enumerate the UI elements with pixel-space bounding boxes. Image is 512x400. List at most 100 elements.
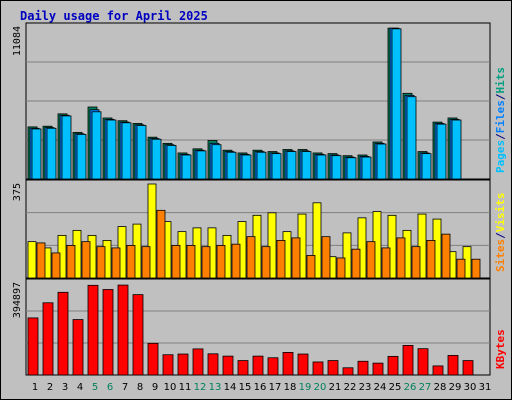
bar-pages-day-24 (376, 143, 387, 180)
bar-sites-day-2 (51, 252, 61, 279)
bar-sites-day-13 (216, 245, 226, 279)
bar-pages-day-29 (451, 119, 462, 180)
bar-kbytes-day-17 (267, 357, 279, 376)
x-tick-label-25: 25 (389, 382, 402, 393)
bar-kbytes-day-26 (402, 345, 414, 376)
x-tick-label-11: 11 (179, 382, 192, 393)
bar-kbytes-day-28 (432, 365, 444, 376)
legend-entry: / (494, 232, 507, 239)
bar-sites-day-25 (396, 237, 406, 279)
legend-entry: Sites (494, 239, 507, 272)
x-tick-label-31: 31 (479, 382, 492, 393)
bar-sites-day-8 (141, 246, 151, 279)
bar-sites-day-30 (471, 258, 481, 279)
x-tick-label-3: 3 (62, 382, 68, 393)
bar-pages-day-17 (271, 153, 282, 180)
x-tick-label-20: 20 (314, 382, 327, 393)
bar-visits-day-9 (147, 183, 157, 279)
bar-sites-day-17 (276, 239, 286, 279)
x-tick-label-21: 21 (329, 382, 342, 393)
bar-visits-day-1 (27, 241, 37, 279)
bar-pages-day-25 (391, 28, 402, 180)
x-tick-label-7: 7 (122, 382, 128, 393)
bar-pages-day-1 (31, 128, 42, 180)
bar-sites-day-16 (261, 246, 271, 279)
bar-kbytes-day-5 (87, 284, 99, 376)
bar-sites-day-10 (171, 245, 181, 279)
bar-sites-day-3 (66, 245, 76, 279)
bar-sites-day-7 (126, 245, 136, 279)
x-tick-label-4: 4 (77, 382, 83, 393)
x-tick-label-27: 27 (419, 382, 432, 393)
bar-visits-day-27 (417, 213, 427, 279)
bar-sites-day-1 (36, 242, 46, 279)
bar-kbytes-day-13 (207, 353, 219, 376)
x-tick-label-17: 17 (269, 382, 282, 393)
x-tick-label-14: 14 (224, 382, 237, 393)
bar-sites-day-5 (96, 246, 106, 279)
bar-kbytes-day-29 (447, 355, 459, 376)
x-tick-label-8: 8 (137, 382, 143, 393)
bar-visits-day-17 (267, 212, 277, 279)
bar-sites-day-6 (111, 247, 121, 279)
bar-kbytes-day-11 (177, 353, 189, 376)
y-max-label: 394897 (12, 282, 23, 318)
bar-sites-day-18 (291, 237, 301, 279)
bar-sites-day-26 (411, 246, 421, 279)
x-tick-label-1: 1 (32, 382, 38, 393)
bar-pages-day-9 (151, 138, 162, 180)
bar-kbytes-day-20 (312, 361, 324, 376)
bar-pages-day-23 (361, 156, 372, 180)
bar-kbytes-day-30 (462, 360, 474, 376)
legend-entry: Visits (494, 193, 507, 233)
bar-pages-day-11 (181, 154, 192, 180)
bar-kbytes-day-2 (42, 302, 54, 376)
x-tick-label-13: 13 (209, 382, 222, 393)
x-tick-label-10: 10 (164, 382, 177, 393)
bar-sites-day-9 (156, 209, 166, 279)
bar-sites-day-24 (381, 247, 391, 279)
bar-visits-day-20 (312, 202, 322, 279)
bar-pages-day-18 (286, 151, 297, 180)
bar-kbytes-day-12 (192, 348, 204, 376)
bar-kbytes-day-4 (72, 319, 84, 376)
bar-pages-day-2 (46, 127, 57, 180)
legend-pages-files-hits: Pages/Files/Hits (494, 67, 507, 173)
bar-pages-day-14 (226, 151, 237, 180)
bar-pages-day-13 (211, 144, 222, 180)
chart-title: Daily usage for April 2025 (20, 9, 208, 23)
x-tick-label-15: 15 (239, 382, 252, 393)
bar-kbytes-day-24 (372, 362, 384, 376)
bar-kbytes-day-8 (132, 294, 144, 376)
y-max-label: 375 (12, 183, 23, 201)
bar-kbytes-day-9 (147, 342, 159, 376)
x-tick-label-28: 28 (434, 382, 447, 393)
bar-pages-day-21 (331, 155, 342, 180)
bar-kbytes-day-14 (222, 355, 234, 376)
x-tick-label-18: 18 (284, 382, 297, 393)
legend-entry: / (494, 93, 507, 100)
bar-pages-day-28 (436, 123, 447, 180)
bar-pages-day-19 (301, 151, 312, 180)
bar-kbytes-day-19 (297, 353, 309, 376)
x-tick-label-5: 5 (92, 382, 98, 393)
bar-sites-day-28 (441, 233, 451, 279)
bar-sites-day-19 (306, 255, 316, 279)
bar-kbytes-day-23 (357, 360, 369, 376)
bar-sites-day-11 (186, 245, 196, 279)
bar-pages-day-7 (121, 122, 132, 180)
bar-pages-day-5 (91, 111, 102, 180)
bar-pages-day-8 (136, 125, 147, 180)
bar-pages-day-6 (106, 119, 117, 180)
x-tick-label-30: 30 (464, 382, 477, 393)
bar-kbytes-day-21 (327, 360, 339, 376)
bar-sites-day-20 (321, 236, 331, 279)
bar-pages-day-12 (196, 150, 207, 180)
bar-kbytes-day-7 (117, 284, 129, 376)
bar-kbytes-day-10 (162, 354, 174, 376)
x-tick-label-29: 29 (449, 382, 462, 393)
legend-entry: / (494, 133, 507, 140)
x-tick-label-24: 24 (374, 382, 387, 393)
x-tick-label-16: 16 (254, 382, 267, 393)
